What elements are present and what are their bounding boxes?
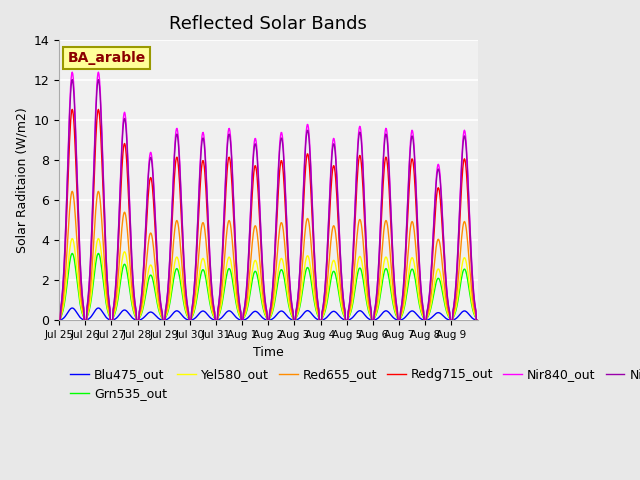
Grn535_out	[335, 288, 342, 294]
Nir840_out	[203, 174, 211, 180]
Nir945_out	[105, 297, 113, 302]
Nir840_out	[218, 252, 226, 257]
Grn535_out	[203, 279, 211, 285]
Blu475_out	[335, 312, 342, 318]
Nir945_out	[68, 77, 76, 83]
Nir945_out	[311, 263, 319, 268]
Nir945_out	[335, 211, 342, 216]
Line: Redg715_out: Redg715_out	[59, 109, 477, 321]
Line: Nir945_out: Nir945_out	[59, 80, 477, 321]
Yel580_out	[68, 236, 76, 241]
Line: Nir840_out: Nir840_out	[59, 72, 477, 321]
Grn535_out	[68, 251, 76, 256]
Nir840_out	[68, 69, 76, 75]
Legend: Blu475_out, Grn535_out, Yel580_out, Red655_out, Redg715_out, Nir840_out, Nir945_: Blu475_out, Grn535_out, Yel580_out, Red6…	[65, 363, 640, 406]
Blu475_out	[55, 318, 63, 324]
Nir840_out	[335, 207, 342, 213]
Yel580_out	[55, 318, 63, 324]
Red655_out	[203, 243, 211, 249]
Blu475_out	[203, 311, 211, 316]
Redg715_out	[203, 195, 211, 201]
Line: Blu475_out: Blu475_out	[59, 308, 477, 321]
Redg715_out	[335, 224, 342, 230]
Grn535_out	[55, 318, 63, 324]
X-axis label: Time: Time	[253, 346, 284, 359]
Nir840_out	[55, 318, 63, 324]
Redg715_out	[474, 318, 481, 324]
Yel580_out	[335, 281, 342, 287]
Blu475_out	[182, 316, 189, 322]
Redg715_out	[182, 290, 189, 296]
Blu475_out	[474, 318, 481, 324]
Nir945_out	[218, 253, 226, 259]
Blu475_out	[68, 305, 76, 311]
Redg715_out	[218, 261, 226, 267]
Red655_out	[474, 318, 481, 324]
Redg715_out	[105, 300, 113, 305]
Yel580_out	[105, 311, 113, 316]
Blu475_out	[105, 316, 113, 322]
Nir840_out	[182, 285, 189, 291]
Yel580_out	[182, 307, 189, 312]
Blu475_out	[218, 314, 226, 320]
Nir945_out	[203, 178, 211, 184]
Yel580_out	[218, 296, 226, 301]
Red655_out	[105, 306, 113, 312]
Red655_out	[55, 318, 63, 324]
Title: Reflected Solar Bands: Reflected Solar Bands	[170, 15, 367, 33]
Grn535_out	[218, 300, 226, 305]
Red655_out	[182, 300, 189, 306]
Line: Grn535_out: Grn535_out	[59, 253, 477, 321]
Nir945_out	[182, 286, 189, 292]
Grn535_out	[105, 312, 113, 318]
Grn535_out	[474, 318, 481, 324]
Redg715_out	[55, 318, 63, 324]
Yel580_out	[474, 318, 481, 324]
Red655_out	[68, 189, 76, 194]
Line: Red655_out: Red655_out	[59, 192, 477, 321]
Grn535_out	[182, 309, 189, 314]
Yel580_out	[311, 299, 319, 305]
Red655_out	[311, 288, 319, 294]
Yel580_out	[203, 270, 211, 276]
Red655_out	[335, 260, 342, 266]
Nir840_out	[474, 318, 481, 324]
Redg715_out	[68, 107, 76, 112]
Y-axis label: Solar Raditaion (W/m2): Solar Raditaion (W/m2)	[15, 108, 28, 253]
Nir945_out	[474, 318, 481, 324]
Nir840_out	[311, 261, 319, 266]
Redg715_out	[311, 269, 319, 275]
Line: Yel580_out: Yel580_out	[59, 239, 477, 321]
Red655_out	[218, 283, 226, 289]
Nir945_out	[55, 318, 63, 324]
Blu475_out	[311, 315, 319, 321]
Nir840_out	[105, 296, 113, 302]
Text: BA_arable: BA_arable	[67, 51, 146, 65]
Grn535_out	[311, 302, 319, 308]
